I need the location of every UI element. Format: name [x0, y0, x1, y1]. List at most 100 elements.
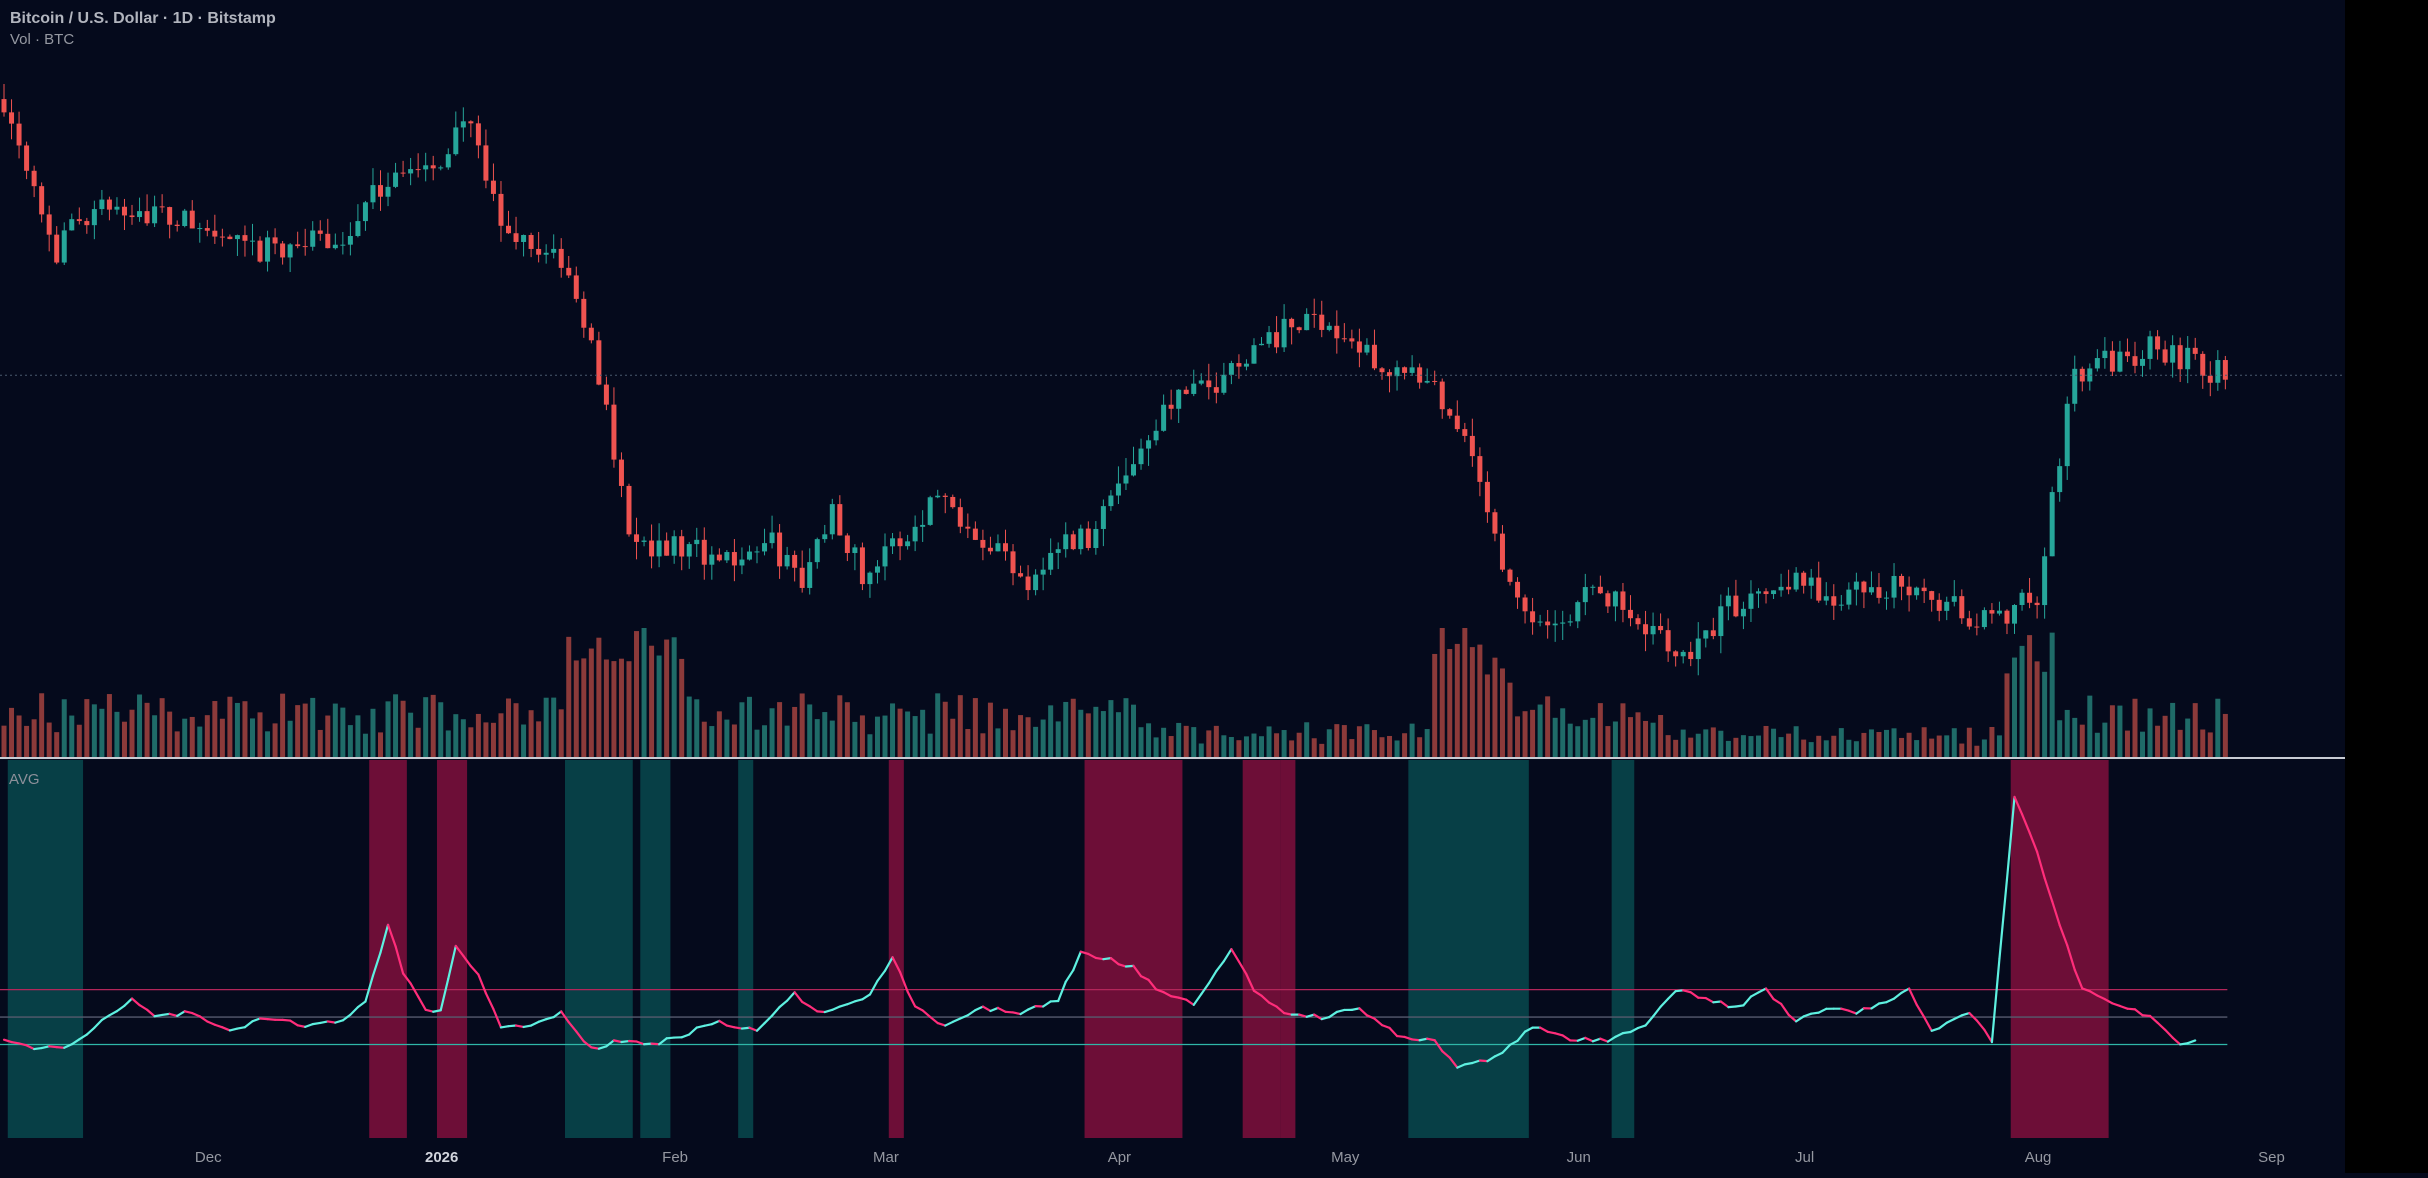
- volume-bar: [182, 719, 187, 758]
- candle-body: [890, 538, 895, 546]
- price-scale-strip[interactable]: [2345, 0, 2428, 1173]
- indicator-segment: [810, 1006, 818, 1011]
- volume-bar: [2132, 699, 2137, 758]
- volume-bar: [1184, 726, 1189, 758]
- candle-body: [2208, 376, 2213, 383]
- volume-bar: [1673, 740, 1678, 758]
- candle-body: [1101, 506, 1106, 529]
- indicator-segment: [667, 1038, 675, 1039]
- volume-bar: [1643, 721, 1648, 758]
- volume-bar: [747, 697, 752, 758]
- volume-bar: [1801, 740, 1806, 758]
- indicator-segment: [682, 1034, 690, 1037]
- candle-body: [438, 167, 443, 168]
- volume-bar: [1937, 736, 1942, 758]
- indicator-segment: [975, 1007, 983, 1011]
- indicator-segment: [817, 1011, 825, 1012]
- high-volatility-zone: [1280, 760, 1295, 1138]
- candle-body: [702, 540, 707, 565]
- volume-bar: [2140, 732, 2145, 758]
- volume-bar: [288, 721, 293, 758]
- indicator-segment: [147, 1010, 155, 1017]
- candle-body: [2072, 369, 2077, 404]
- volume-bar: [935, 693, 940, 758]
- time-axis-label: Jul: [1795, 1149, 1814, 1166]
- indicator-segment: [192, 1013, 200, 1016]
- candle-body: [694, 540, 699, 544]
- volume-bar: [739, 702, 744, 758]
- candle-body: [280, 243, 285, 257]
- volume-bar: [1191, 727, 1196, 758]
- volume-bar: [1485, 674, 1490, 758]
- volume-bar: [980, 733, 985, 758]
- volume-bar: [1161, 728, 1166, 758]
- volume-bar: [1033, 727, 1038, 758]
- symbol-title[interactable]: Bitcoin / U.S. Dollar · 1D · Bitstamp: [10, 10, 276, 28]
- candle-body: [453, 127, 458, 154]
- indicator-segment: [862, 994, 870, 999]
- volume-bar: [401, 701, 406, 758]
- volume-bar: [2148, 708, 2153, 758]
- candle-body: [777, 533, 782, 567]
- volume-bar: [1989, 727, 1994, 758]
- indicator-segment: [1623, 1032, 1631, 1033]
- volume-bar: [634, 631, 639, 758]
- indicator-segment: [1427, 1039, 1435, 1041]
- volume-bar: [1093, 707, 1098, 758]
- volume-bar: [1221, 735, 1226, 758]
- volume-bar: [1312, 738, 1317, 758]
- candle-body: [1771, 590, 1776, 594]
- volume-bar: [2102, 723, 2107, 758]
- volume-bar: [1199, 743, 1204, 758]
- volume-bar: [1681, 730, 1686, 758]
- volume-bar: [1756, 736, 1761, 758]
- candle-body: [1063, 534, 1068, 549]
- indicator-segment: [1555, 1033, 1563, 1035]
- volume-bar: [1297, 733, 1302, 758]
- candle-body: [1041, 570, 1046, 575]
- low-volatility-zone: [1612, 760, 1635, 1138]
- candle-body: [333, 245, 338, 248]
- candle-body: [401, 173, 406, 174]
- candle-body: [717, 555, 722, 561]
- volume-bar: [1357, 726, 1362, 758]
- candle-body: [1748, 594, 1753, 609]
- indicator-segment: [1209, 971, 1217, 983]
- volume-bar: [732, 724, 737, 758]
- volume-bar: [2080, 725, 2085, 758]
- volume-bar: [1869, 729, 1874, 758]
- volume-bar: [1146, 723, 1151, 758]
- candle-body: [1628, 610, 1633, 618]
- volume-bar: [1078, 710, 1083, 758]
- volume-bar: [657, 656, 662, 758]
- indicator-segment: [2120, 1006, 2128, 1009]
- indicator-legend[interactable]: AVG: [9, 771, 40, 788]
- volume-bar: [717, 711, 722, 758]
- indicator-segment: [697, 1026, 705, 1028]
- volume-bar: [1251, 734, 1256, 758]
- candle-body: [1922, 588, 1927, 591]
- indicator-segment: [132, 999, 140, 1006]
- volume-bar: [340, 708, 345, 758]
- volume-bar: [596, 638, 601, 758]
- indicator-segment: [516, 1026, 524, 1027]
- volume-bar: [1410, 724, 1415, 758]
- indicator-segment: [930, 1017, 938, 1023]
- candle-body: [1553, 624, 1558, 626]
- volume-bar: [1974, 746, 1979, 758]
- volume-bar: [280, 694, 285, 758]
- volume-bar: [325, 716, 330, 758]
- volume-legend[interactable]: Vol · BTC: [10, 31, 74, 48]
- candle-body: [24, 145, 29, 170]
- candle-body: [687, 544, 692, 556]
- candle-body: [1327, 326, 1332, 330]
- indicator-segment: [1804, 1014, 1812, 1017]
- candle-body: [2178, 345, 2183, 369]
- volume-bar: [1372, 730, 1377, 758]
- indicator-segment: [1841, 1009, 1849, 1011]
- indicator-segment: [1397, 1036, 1405, 1037]
- indicator-segment: [207, 1022, 215, 1025]
- candle-body: [1146, 440, 1151, 448]
